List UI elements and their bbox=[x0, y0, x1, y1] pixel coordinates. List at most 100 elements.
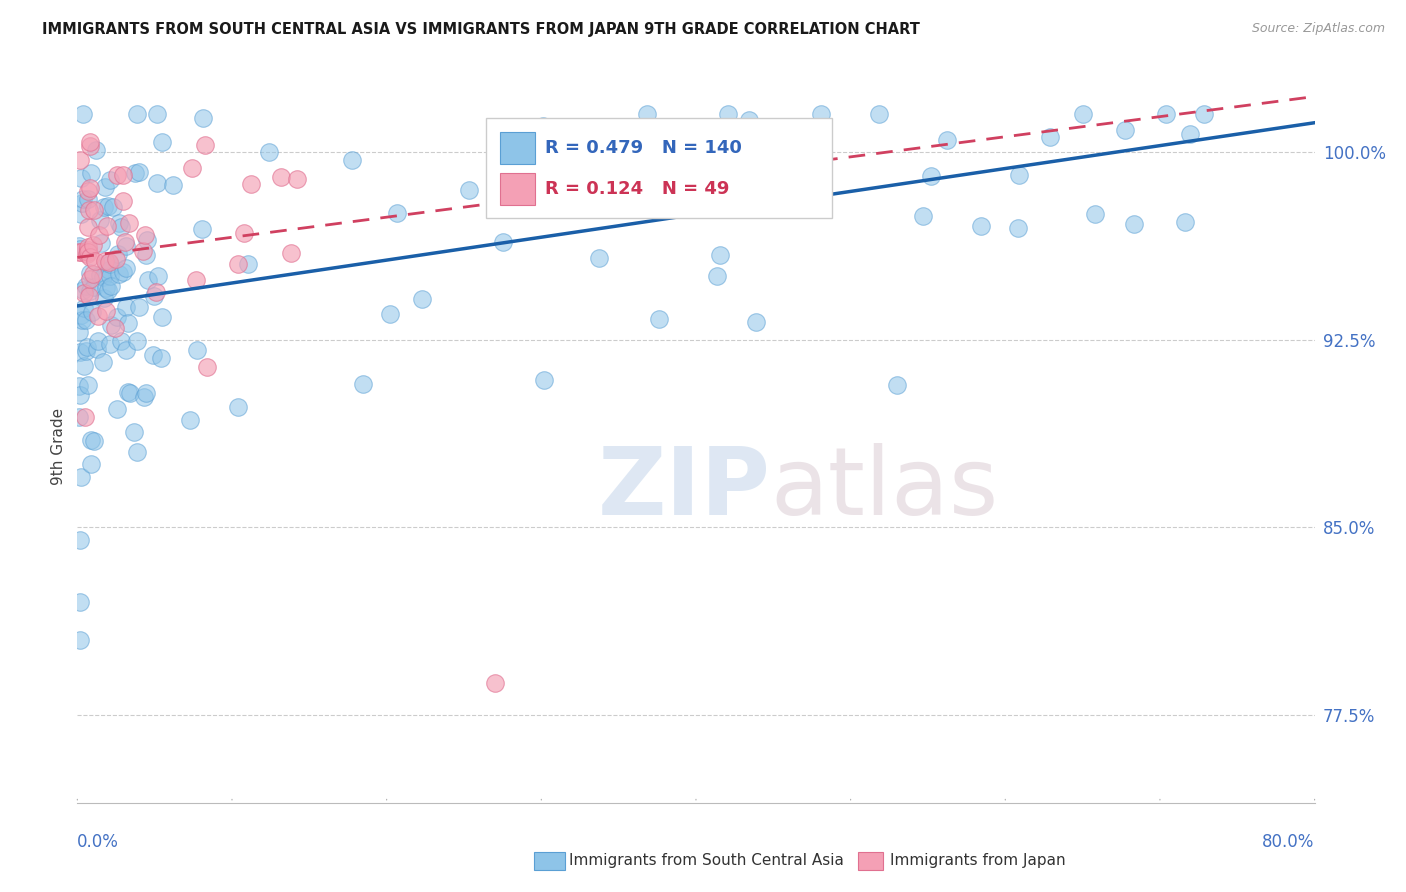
Point bbox=[118, 386, 141, 401]
Point bbox=[150, 310, 173, 324]
Text: R = 0.479   N = 140: R = 0.479 N = 140 bbox=[546, 139, 742, 157]
Point bbox=[75, 313, 97, 327]
Point bbox=[1154, 107, 1177, 121]
Point bbox=[738, 112, 761, 127]
Point bbox=[83, 434, 105, 449]
Point bbox=[127, 107, 149, 121]
Point bbox=[191, 112, 214, 126]
Point bbox=[107, 215, 129, 229]
Point bbox=[79, 250, 101, 264]
Point bbox=[79, 266, 101, 280]
Point bbox=[143, 289, 166, 303]
Point bbox=[385, 205, 408, 219]
Point bbox=[128, 301, 150, 315]
Point bbox=[912, 210, 935, 224]
Point bbox=[226, 257, 249, 271]
Point bbox=[232, 226, 254, 240]
Point bbox=[97, 283, 120, 297]
Point bbox=[70, 313, 93, 327]
Text: ZIP: ZIP bbox=[598, 442, 770, 535]
Point bbox=[77, 192, 100, 206]
Point bbox=[69, 207, 91, 221]
Point bbox=[93, 201, 115, 215]
Point bbox=[93, 254, 115, 268]
Point bbox=[70, 196, 93, 211]
Point bbox=[89, 213, 111, 227]
Point bbox=[69, 533, 91, 547]
Point bbox=[76, 247, 98, 261]
Point bbox=[77, 289, 100, 303]
Point bbox=[69, 242, 91, 256]
Point bbox=[457, 183, 479, 197]
Point bbox=[117, 216, 139, 230]
Point bbox=[110, 334, 132, 349]
Point bbox=[194, 138, 217, 153]
Point bbox=[105, 402, 128, 417]
Point bbox=[87, 228, 110, 243]
Point bbox=[104, 252, 127, 267]
Point bbox=[935, 133, 957, 147]
Point bbox=[162, 178, 184, 192]
Point bbox=[270, 169, 292, 184]
Point bbox=[77, 245, 100, 260]
Point bbox=[75, 278, 97, 293]
Point bbox=[98, 173, 121, 187]
Point bbox=[1039, 129, 1062, 144]
Point bbox=[142, 348, 165, 362]
Point bbox=[1192, 107, 1215, 121]
Point bbox=[98, 255, 121, 269]
Point bbox=[87, 309, 110, 323]
Point bbox=[76, 244, 98, 258]
Point bbox=[134, 390, 156, 404]
Y-axis label: 9th Grade: 9th Grade bbox=[51, 408, 66, 484]
Point bbox=[83, 280, 105, 294]
Point bbox=[105, 310, 128, 324]
Point bbox=[122, 425, 145, 439]
Point bbox=[75, 344, 97, 359]
Point bbox=[115, 343, 138, 357]
Point bbox=[115, 260, 138, 275]
Point bbox=[115, 300, 138, 314]
Text: 0.0%: 0.0% bbox=[77, 833, 120, 851]
Point bbox=[86, 143, 108, 157]
Point bbox=[533, 373, 555, 387]
Text: Immigrants from South Central Asia: Immigrants from South Central Asia bbox=[569, 854, 845, 868]
Point bbox=[82, 267, 104, 281]
Point bbox=[67, 379, 90, 393]
Point bbox=[97, 199, 120, 213]
Point bbox=[80, 433, 103, 447]
Point bbox=[135, 385, 157, 400]
Point bbox=[69, 595, 91, 609]
Point bbox=[69, 309, 91, 323]
Point bbox=[69, 170, 91, 185]
Point bbox=[148, 269, 170, 284]
Point bbox=[128, 165, 150, 179]
Point bbox=[72, 107, 94, 121]
Point bbox=[191, 221, 214, 235]
Point bbox=[69, 245, 91, 260]
Point bbox=[107, 247, 129, 261]
Point bbox=[145, 285, 167, 299]
Point bbox=[69, 469, 91, 483]
Point bbox=[117, 384, 139, 399]
Point bbox=[72, 283, 94, 297]
Point bbox=[706, 268, 728, 283]
Point bbox=[1123, 217, 1146, 231]
Point bbox=[69, 388, 91, 402]
Point bbox=[91, 270, 114, 285]
Point bbox=[110, 220, 132, 235]
Point bbox=[111, 168, 134, 182]
Point bbox=[96, 256, 118, 270]
Point bbox=[69, 153, 91, 167]
Point bbox=[76, 240, 98, 254]
Point bbox=[352, 376, 374, 391]
Point bbox=[73, 359, 96, 374]
Point bbox=[112, 194, 135, 208]
Bar bbox=[485, 118, 832, 218]
Point bbox=[67, 239, 90, 253]
Text: IMMIGRANTS FROM SOUTH CENTRAL ASIA VS IMMIGRANTS FROM JAPAN 9TH GRADE CORRELATIO: IMMIGRANTS FROM SOUTH CENTRAL ASIA VS IM… bbox=[42, 22, 920, 37]
Bar bbox=[501, 132, 536, 164]
Point bbox=[180, 161, 202, 175]
Point bbox=[80, 305, 103, 319]
Point bbox=[195, 359, 218, 374]
